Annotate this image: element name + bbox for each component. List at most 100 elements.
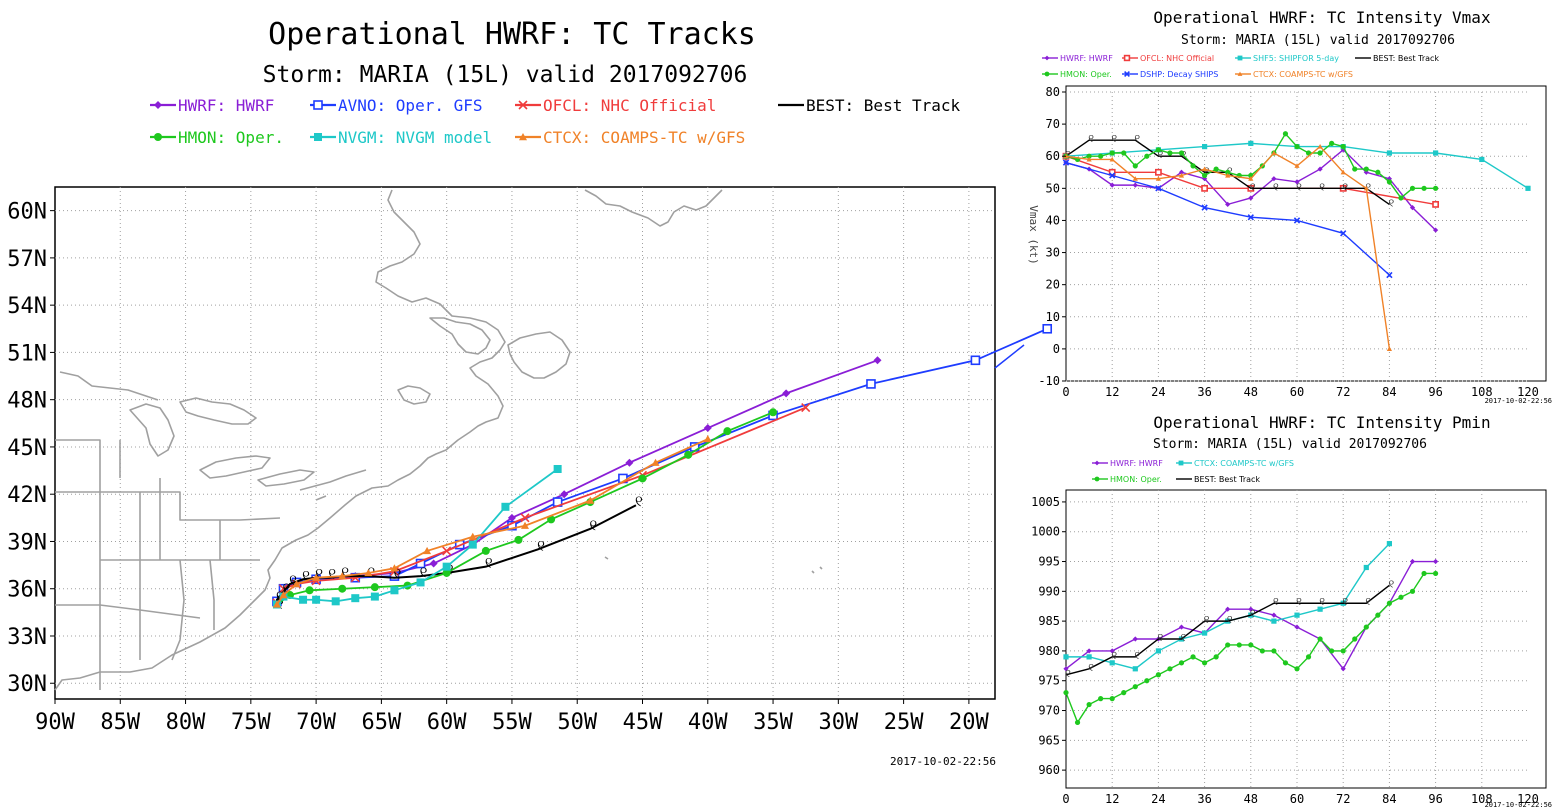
pmin-tick-label-y: 970 xyxy=(1038,704,1060,718)
vmax-point xyxy=(1155,185,1162,192)
pmin-legend-item: BEST: Best Track xyxy=(1176,475,1260,484)
vmax-legend-marker xyxy=(1237,55,1243,61)
track-point-hwrf xyxy=(429,559,438,568)
pmin-tick-label-x: 84 xyxy=(1382,792,1396,806)
track-series-avno xyxy=(272,323,1053,607)
vmax-point xyxy=(1098,153,1104,159)
vmax-point xyxy=(1202,166,1208,172)
track-chart: Operational HWRF: TC Tracks Storm: MARIA… xyxy=(7,17,1053,768)
vmax-legend-label: CTCX: COAMPS-TC w/GFS xyxy=(1253,70,1353,79)
pmin-legend-item: CTCX: COAMPS-TC w/GFS xyxy=(1176,459,1294,468)
pmin-point xyxy=(1317,606,1323,612)
vmax-point xyxy=(1248,140,1254,146)
vmax-point xyxy=(1109,156,1115,162)
track-point-nvgm xyxy=(442,562,451,571)
track-timestamp: 2017-10-02-22:56 xyxy=(890,755,996,768)
vmax-tick-label-y: 20 xyxy=(1046,278,1060,292)
track-legend-label: OFCL: NHC Official xyxy=(543,96,716,115)
track-legend-item-best: BEST: Best Track xyxy=(778,96,960,115)
track-chart-title: Operational HWRF: TC Tracks xyxy=(268,17,756,52)
pmin-plot-frame xyxy=(1065,489,1547,789)
pmin-line xyxy=(1065,572,1436,724)
vmax-tick-label-x: 0 xyxy=(1062,385,1069,399)
vmax-point xyxy=(1167,150,1173,156)
vmax-point xyxy=(1225,172,1231,178)
track-point-ctcx xyxy=(279,591,288,599)
track-point-hwrf xyxy=(873,356,882,365)
pmin-axes: 0 12 24 36 48 60 72 84 96 108 120 960 965 970 975 980 98… xyxy=(1031,495,1539,806)
vmax-best-point: ୧ xyxy=(1250,180,1256,193)
vmax-point xyxy=(1109,172,1116,179)
vmax-legend-marker xyxy=(1044,71,1050,77)
pmin-point xyxy=(1386,541,1392,547)
vmax-point xyxy=(1202,172,1208,179)
pmin-point xyxy=(1155,648,1161,654)
vmax-point xyxy=(1294,143,1300,150)
vmax-legend-item: CTCX: COAMPS-TC w/GFS xyxy=(1235,70,1353,79)
pmin-point xyxy=(1317,636,1323,642)
track-series-hmon xyxy=(272,408,778,609)
vmax-tick-label-x: 60 xyxy=(1290,385,1304,399)
vmax-chart: Operational HWRF: TC Intensity Vmax Stor… xyxy=(1027,8,1552,405)
pmin-legend-item: HWRF: HWRF xyxy=(1092,459,1163,468)
track-line-best xyxy=(275,504,637,608)
vmax-line xyxy=(1065,161,1390,276)
track-grid xyxy=(55,187,995,699)
track-tick-label-y: 51N xyxy=(7,341,47,366)
vmax-point xyxy=(1225,201,1231,207)
vmax-point xyxy=(1409,185,1416,191)
pmin-legend-marker xyxy=(1178,460,1184,466)
pmin-legend-label: HWRF: HWRF xyxy=(1110,459,1163,468)
vmax-point xyxy=(1201,204,1208,211)
track-series: ୧୧୧୧୧୧୧୧୧୧୧୧୧୧୧୧ xyxy=(272,323,1053,613)
vmax-best-point: ୧ xyxy=(1342,180,1348,193)
pmin-point xyxy=(1178,660,1185,666)
track-legend-label: HMON: Oper. xyxy=(178,128,284,147)
pmin-point xyxy=(1074,719,1081,726)
best-track-point: ୧ xyxy=(635,492,643,510)
pmin-best-point: ୧ xyxy=(1204,613,1210,626)
pmin-point xyxy=(1340,648,1346,654)
vmax-best-point: ୧ xyxy=(1134,132,1140,145)
vmax-legend-marker xyxy=(1237,71,1243,76)
vmax-point xyxy=(1109,182,1115,188)
vmax-legend-item: DSHP: Decay SHIPS xyxy=(1122,70,1218,79)
vmax-point xyxy=(1317,150,1323,156)
vmax-best-point: ୧ xyxy=(1111,132,1117,145)
track-legend-label: BEST: Best Track xyxy=(806,96,960,115)
vmax-best-point: ୧ xyxy=(1296,180,1302,193)
pmin-tick-label-y: 975 xyxy=(1038,674,1060,688)
pmin-point xyxy=(1282,660,1289,666)
vmax-tick-label-y: 30 xyxy=(1046,246,1060,260)
vmax-point xyxy=(1225,169,1231,175)
track-tick-label-y: 48N xyxy=(7,389,47,414)
vmax-legend-label: DSHP: Decay SHIPS xyxy=(1140,70,1218,79)
vmax-legend-marker xyxy=(1124,71,1130,77)
pmin-point xyxy=(1409,558,1416,565)
vmax-point xyxy=(1247,214,1254,221)
track-point-nvgm xyxy=(299,595,308,604)
track-tick-label-x: 30W xyxy=(818,710,858,735)
vmax-legend-item: HMON: Oper. xyxy=(1042,70,1112,79)
track-point-nvgm xyxy=(370,592,379,601)
track-point-ctcx xyxy=(364,568,373,577)
vmax-point xyxy=(1386,150,1392,156)
pmin-tick-label-y: 995 xyxy=(1038,555,1060,569)
vmax-point xyxy=(1479,156,1485,163)
track-point-ofcl xyxy=(278,584,289,594)
vmax-point xyxy=(1132,176,1138,181)
vmax-tick-label-x: 24 xyxy=(1151,385,1165,399)
pmin-tick-label-y: 980 xyxy=(1038,644,1060,658)
vmax-point xyxy=(1178,172,1185,178)
track-line-ofcl xyxy=(276,406,807,604)
pmin-tick-label-x: 36 xyxy=(1197,792,1211,806)
vmax-point xyxy=(1386,346,1392,351)
vmax-legend-label: SHF5: SHIPFOR 5-day xyxy=(1253,54,1339,63)
pmin-best-point: ୧ xyxy=(1273,595,1279,608)
vmax-tick-label-y: 10 xyxy=(1046,310,1060,324)
track-legend-marker xyxy=(314,133,322,141)
pmin-point xyxy=(1225,642,1231,648)
vmax-point xyxy=(1294,163,1300,168)
pmin-point xyxy=(1433,558,1439,565)
vmax-tick-label-x: 120 xyxy=(1517,385,1539,399)
